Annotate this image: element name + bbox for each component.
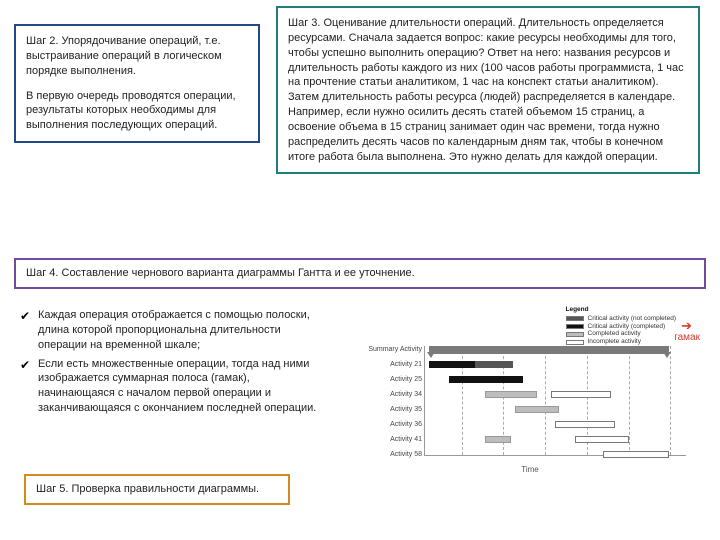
bullet-list: Каждая операция отображается с помощью п… [20,308,320,420]
gantt-bar [555,421,615,428]
legend-swatch [566,332,584,337]
step5-box: Шаг 5. Проверка правильности диаграммы. [24,474,290,505]
legend-row: Completed activity [566,330,677,338]
legend-row: Critical activity (completed) [566,323,677,331]
legend-row: Critical activity (not completed) [566,315,677,323]
legend-swatch [566,316,584,321]
gantt-bar [515,406,559,413]
legend-label: Critical activity (not completed) [588,315,677,323]
bullet-item: Если есть множественные операции, тогда … [20,357,320,416]
gantt-row-label: Activity 36 [364,421,422,428]
step3-text: Шаг 3. Оценивание длительности операций.… [288,16,688,164]
gantt-bar [429,346,669,354]
legend-swatch [566,340,584,345]
legend-swatch [566,324,584,329]
step5-text: Шаг 5. Проверка правильности диаграммы. [36,482,278,497]
gantt-bar [475,361,513,368]
summary-end-icon [663,352,671,358]
bullet-item: Каждая операция отображается с помощью п… [20,308,320,353]
legend-title: Legend [566,306,677,314]
gantt-row-label: Activity 41 [364,436,422,443]
gantt-gridline [545,346,546,455]
legend-label: Critical activity (completed) [588,323,666,331]
gantt-bar [603,451,669,458]
summary-end-icon [427,352,435,358]
hammock-callout: гамак [674,332,700,343]
step4-box: Шаг 4. Составление чернового варианта ди… [14,258,706,289]
gantt-row-label: Activity 34 [364,391,422,398]
legend-label: Incomplete activity [588,338,641,346]
step2-box: Шаг 2. Упорядочивание операций, т.е. выс… [14,24,260,143]
gantt-legend: Legend Critical activity (not completed)… [566,306,677,346]
gantt-plot [424,346,686,456]
gantt-bar [429,361,475,368]
gantt-xlabel: Time [362,465,698,474]
gantt-bar [485,436,511,443]
step3-box: Шаг 3. Оценивание длительности операций.… [276,6,700,174]
gantt-row-label: Summary Activity [364,346,422,353]
step4-text: Шаг 4. Составление чернового варианта ди… [26,266,694,281]
legend-row: Incomplete activity [566,338,677,346]
legend-label: Completed activity [588,330,641,338]
step2-para: В первую очередь проводятся операции, ре… [26,89,248,134]
gantt-figure: Legend Critical activity (not completed)… [360,300,700,480]
step2-title: Шаг 2. Упорядочивание операций, т.е. выс… [26,34,248,79]
gantt-bar [575,436,629,443]
gantt-bar [551,391,611,398]
gantt-row-label: Activity 58 [364,451,422,458]
gantt-row-label: Activity 25 [364,376,422,383]
gantt-gridline [670,346,671,455]
gantt-bar [485,391,537,398]
gantt-row-label: Activity 35 [364,406,422,413]
gantt-row-label: Activity 21 [364,361,422,368]
gantt-bar [449,376,523,383]
